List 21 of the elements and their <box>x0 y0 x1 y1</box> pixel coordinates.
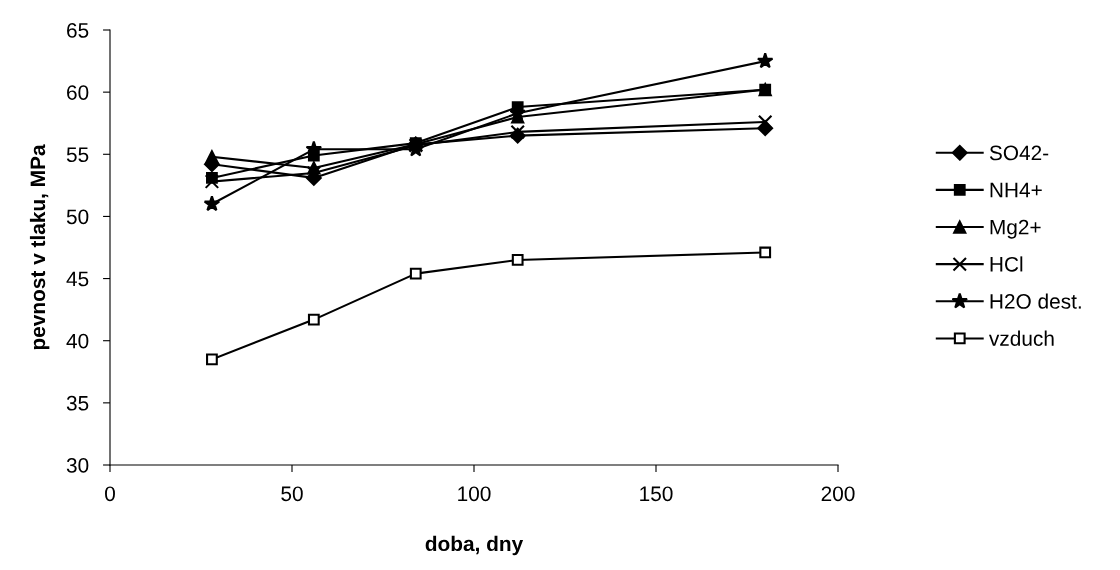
y-tick-label: 55 <box>66 147 89 163</box>
legend-label: NH4+ <box>990 182 1042 198</box>
y-tick-label: 60 <box>67 85 89 100</box>
y-tick-label: 30 <box>66 458 89 473</box>
y-tick-label: 45 <box>66 271 89 287</box>
x-tick-label: 0 <box>105 486 115 502</box>
legend-label: vzduch <box>988 330 1054 346</box>
x-tick-label: 150 <box>640 486 673 502</box>
x-tick-label: 100 <box>458 486 491 502</box>
legend-label: SO42- <box>989 145 1049 161</box>
y-axis-title: pevnost v tlaku, MPa <box>29 144 50 350</box>
x-tick-label: 50 <box>281 486 303 502</box>
y-tick-label: 35 <box>66 395 89 411</box>
y-tick-label: 65 <box>67 23 89 38</box>
x-axis-title: doba, dny <box>425 535 524 556</box>
legend-label: H2O dest. <box>990 293 1081 309</box>
x-tick-label: 200 <box>821 486 855 502</box>
y-tick-label: 40 <box>66 333 89 349</box>
y-tick-label: 50 <box>66 209 89 225</box>
legend-label: HCl <box>990 256 1023 272</box>
legend-label: Mg2+ <box>990 219 1041 239</box>
